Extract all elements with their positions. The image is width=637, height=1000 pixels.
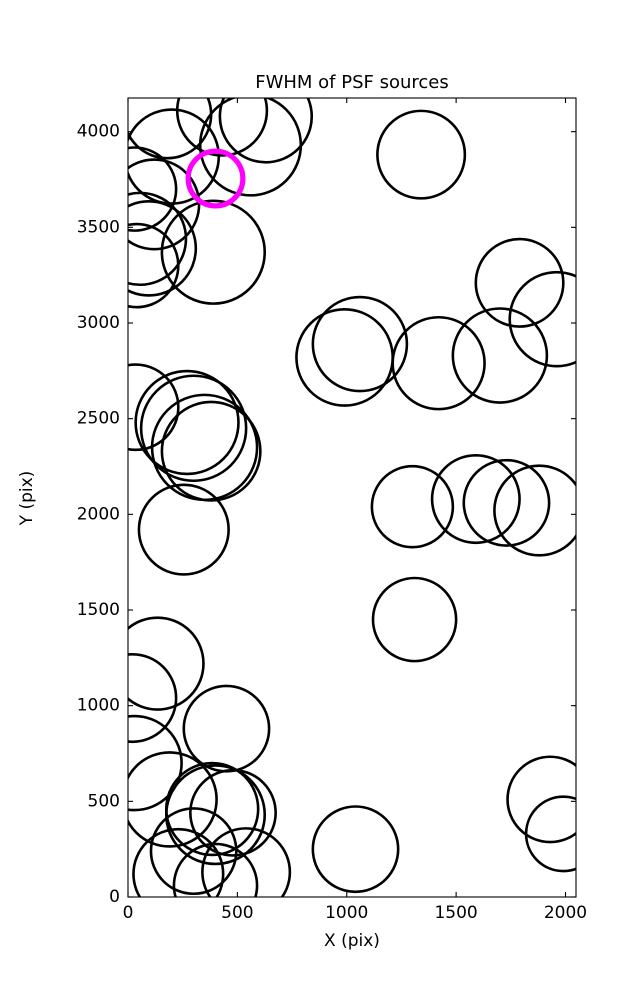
psf-circle xyxy=(371,576,458,663)
psf-circle xyxy=(164,764,267,866)
x-tick-label: 1500 xyxy=(434,903,477,923)
x-tick-label: 0 xyxy=(123,903,134,923)
x-axis-label: X (pix) xyxy=(324,931,380,951)
psf-circle xyxy=(189,768,277,857)
psf-circle xyxy=(311,805,400,894)
page-title: FWHM of PSF sources xyxy=(255,72,449,93)
psf-circle xyxy=(493,464,576,557)
x-tick-label: 500 xyxy=(221,903,253,923)
psf-circle xyxy=(474,237,565,328)
psf-circle xyxy=(462,458,551,547)
psf-circle xyxy=(376,109,467,200)
plot-frame xyxy=(127,97,577,898)
y-tick-label: 3500 xyxy=(77,217,120,237)
y-tick-label: 4000 xyxy=(77,122,120,142)
psf-circle xyxy=(430,453,521,545)
psf-circle xyxy=(137,483,230,576)
psf-circle xyxy=(198,98,303,197)
y-tick-label: 3000 xyxy=(77,313,120,333)
psf-circle xyxy=(370,464,455,549)
psf-circle xyxy=(128,714,183,812)
psf-circle xyxy=(311,295,409,393)
psf-circle xyxy=(160,199,267,305)
y-axis-ticks: 0 500 1000 1500 2000 2500 3000 3500 4000 xyxy=(77,122,576,907)
psf-circle xyxy=(506,755,576,844)
y-tick-label: 2500 xyxy=(77,409,120,429)
x-axis-ticks: 0 500 1000 1500 2000 xyxy=(123,98,587,923)
psf-circle xyxy=(128,363,180,452)
y-tick-label: 0 xyxy=(109,887,120,907)
x-tick-label: 1000 xyxy=(325,903,368,923)
psf-circle xyxy=(508,270,576,368)
y-axis-label: Y (pix) xyxy=(17,471,37,527)
psf-circle xyxy=(128,751,218,848)
psf-circle xyxy=(128,158,201,251)
highlighted-psf-circle xyxy=(185,148,246,209)
psf-circle xyxy=(524,795,576,873)
y-tick-label: 1500 xyxy=(77,600,120,620)
psf-circle xyxy=(128,652,178,744)
psf-circle xyxy=(201,827,292,897)
psf-circle xyxy=(128,108,221,205)
y-tick-label: 500 xyxy=(88,791,120,811)
psf-circle xyxy=(139,374,248,483)
psf-circles-layer xyxy=(128,98,576,897)
psf-circle xyxy=(128,222,180,309)
psf-circle xyxy=(172,842,259,897)
psf-circle xyxy=(128,146,178,232)
x-tick-label: 2000 xyxy=(544,903,587,923)
y-tick-label: 2000 xyxy=(77,504,120,524)
psf-circle xyxy=(128,191,188,287)
y-tick-label: 1000 xyxy=(77,696,120,716)
psf-circle xyxy=(149,807,238,896)
psf-circle xyxy=(128,200,198,297)
psf-circle xyxy=(218,98,314,164)
psf-circle xyxy=(451,307,549,404)
psf-circle xyxy=(391,315,486,411)
psf-circle xyxy=(134,369,240,476)
psf-circle xyxy=(132,827,225,897)
psf-circle xyxy=(150,393,259,502)
psf-circle xyxy=(128,616,205,711)
